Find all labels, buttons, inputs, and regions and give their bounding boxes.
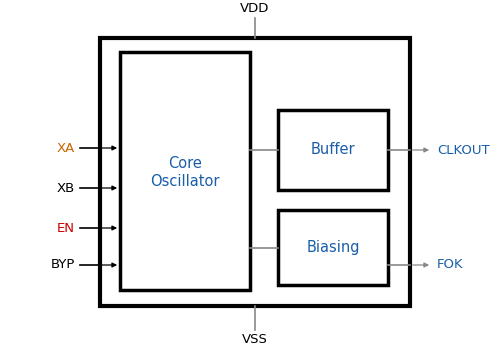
Bar (278, 110, 388, 190)
Text: XB: XB (57, 181, 75, 194)
Text: XA: XA (57, 141, 75, 154)
Text: Core: Core (168, 156, 202, 171)
Bar (120, 52, 250, 290)
Text: VSS: VSS (242, 333, 268, 346)
Text: BYP: BYP (51, 258, 75, 271)
Bar (100, 38, 410, 306)
Text: FOK: FOK (437, 258, 463, 271)
Text: VDD: VDD (240, 2, 270, 15)
Text: Oscillator: Oscillator (150, 174, 220, 189)
Text: CLKOUT: CLKOUT (437, 144, 489, 157)
Text: Buffer: Buffer (311, 143, 355, 158)
Bar (278, 210, 388, 285)
Text: EN: EN (57, 221, 75, 234)
Text: Biasing: Biasing (306, 240, 360, 255)
